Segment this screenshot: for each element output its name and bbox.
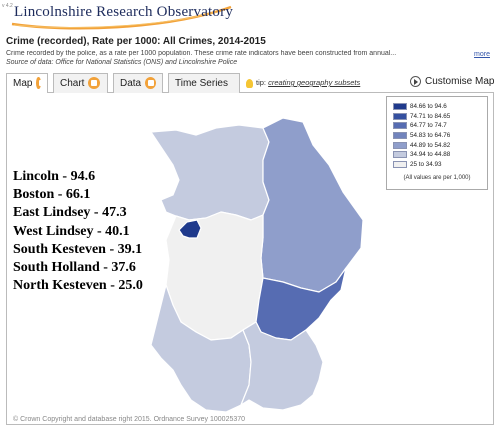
- copyright-notice: © Crown Copyright and database right 201…: [13, 416, 246, 423]
- tab-map-label: Map: [13, 78, 33, 89]
- tab-chart[interactable]: Chart: [53, 73, 108, 93]
- legend-label: 34.94 to 44.88: [410, 151, 451, 159]
- report-source: Source of data: Office for National Stat…: [6, 59, 238, 66]
- overlay-line: South Kesteven - 39.1: [13, 241, 143, 257]
- tip-prefix: tip:: [256, 78, 267, 87]
- map-legend: 84.66 to 94.6 74.71 to 84.65 64.77 to 74…: [386, 96, 488, 190]
- report-title: Crime (recorded), Rate per 1000: All Cri…: [6, 36, 266, 47]
- district-values-overlay: Lincoln - 94.6 Boston - 66.1 East Lindse…: [13, 168, 143, 295]
- overlay-line: East Lindsey - 47.3: [13, 205, 127, 221]
- district-lincoln[interactable]: [178, 219, 202, 239]
- legend-label: 74.71 to 84.65: [410, 112, 451, 120]
- tab-data-label: Data: [120, 78, 142, 89]
- data-icon: [145, 77, 156, 89]
- lightbulb-icon: [246, 78, 253, 88]
- legend-swatch: [393, 122, 407, 130]
- tab-bar: Map Chart Data Time Series: [6, 73, 494, 94]
- legend-item: 25 to 34.93: [393, 160, 481, 170]
- district-west-lindsey[interactable]: [150, 124, 270, 221]
- chart-icon: [88, 77, 101, 89]
- legend-swatch: [393, 141, 407, 149]
- legend-item: 34.94 to 44.88: [393, 150, 481, 160]
- tab-time-series-label: Time Series: [175, 78, 228, 89]
- legend-label: 54.83 to 64.76: [410, 132, 451, 140]
- district-south-holland[interactable]: [240, 321, 324, 411]
- legend-item: 54.83 to 64.76: [393, 131, 481, 141]
- more-link[interactable]: more: [474, 51, 490, 58]
- app-header: v 4.2 Lincolnshire Research Observatory: [0, 0, 500, 33]
- legend-item: 74.71 to 84.65: [393, 112, 481, 122]
- tip-area: tip: creating geography subsets: [246, 78, 360, 88]
- report-description: Crime recorded by the police, as a rate …: [6, 50, 397, 57]
- customise-map-button[interactable]: Customise Map: [410, 76, 494, 87]
- legend-label: 44.89 to 54.82: [410, 141, 451, 149]
- legend-label: 25 to 34.93: [410, 160, 442, 168]
- legend-label: 64.77 to 74.7: [410, 122, 447, 130]
- overlay-line: South Holland - 37.6: [13, 260, 136, 276]
- district-east-lindsey[interactable]: [260, 117, 364, 293]
- map-icon: [36, 77, 45, 89]
- legend-swatch: [393, 160, 407, 168]
- tab-time-series[interactable]: Time Series: [168, 73, 240, 93]
- legend-swatch: [393, 151, 407, 159]
- legend-swatch: [393, 132, 407, 140]
- overlay-line: West Lindsey - 40.1: [13, 223, 130, 239]
- overlay-line: Lincoln - 94.6: [13, 169, 96, 184]
- logo-text: Lincolnshire Research Observatory: [14, 4, 234, 20]
- legend-swatch: [393, 112, 407, 120]
- tab-data[interactable]: Data: [113, 73, 163, 93]
- overlay-line: North Kesteven - 25.0: [13, 278, 143, 294]
- logo-swoosh-icon: [11, 5, 232, 30]
- customise-map-label: Customise Map: [425, 76, 495, 87]
- version-label: v 4.2: [2, 3, 13, 9]
- overlay-line: Boston - 66.1: [13, 187, 91, 203]
- legend-item: 64.77 to 74.7: [393, 121, 481, 131]
- legend-item: 84.66 to 94.6: [393, 102, 481, 112]
- district-map: [150, 117, 364, 413]
- tab-map[interactable]: Map: [6, 73, 48, 94]
- tab-chart-label: Chart: [60, 78, 85, 89]
- legend-note: (All values are per 1,000): [403, 175, 471, 182]
- legend-label: 84.66 to 94.6: [410, 103, 447, 111]
- tip-link[interactable]: creating geography subsets: [268, 78, 361, 87]
- play-circle-icon: [410, 76, 421, 87]
- legend-swatch: [393, 103, 407, 111]
- legend-item: 44.89 to 54.82: [393, 140, 481, 150]
